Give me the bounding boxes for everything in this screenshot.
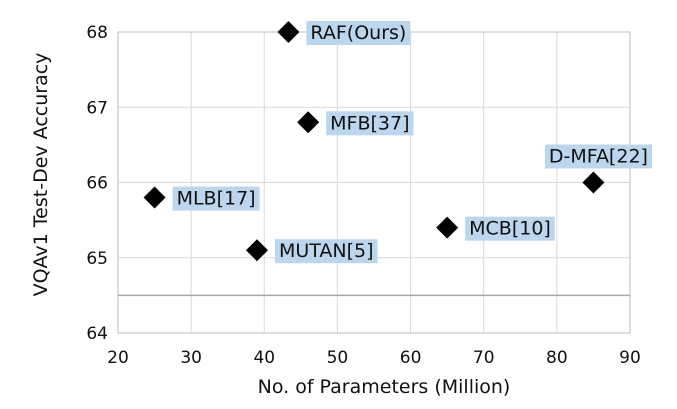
data-label-background — [465, 216, 555, 241]
y-tick-label: 66 — [86, 174, 108, 194]
data-point: D-MFA[22] — [544, 144, 652, 194]
data-label-background — [172, 186, 260, 211]
data-point: MCB[10] — [436, 216, 555, 241]
data-label: D-MFA[22] — [549, 146, 648, 168]
diamond-marker — [297, 111, 320, 134]
grid — [117, 31, 631, 334]
x-tick-label: 90 — [619, 348, 641, 368]
data-points: RAF(Ours) MFB[37] D-MFA[22] MLB[17] MCB[10] M… — [143, 21, 652, 264]
data-label: MUTAN[5] — [279, 240, 374, 262]
diamond-marker — [143, 186, 166, 209]
y-tick-label: 68 — [86, 23, 108, 43]
data-label: RAF(Ours) — [310, 22, 406, 44]
data-label: MCB[10] — [469, 218, 551, 240]
x-tick-label: 70 — [473, 348, 495, 368]
x-tick-label: 50 — [327, 348, 349, 368]
x-tick-label: 20 — [107, 348, 129, 368]
data-label-background — [544, 144, 652, 169]
data-label-background — [274, 239, 378, 264]
diamond-marker — [245, 239, 268, 262]
y-tick-label: 64 — [86, 324, 108, 344]
x-tick-label: 80 — [546, 348, 568, 368]
x-tick-label: 40 — [253, 348, 275, 368]
y-tick-label: 67 — [86, 98, 108, 118]
y-tick-label: 65 — [86, 249, 108, 269]
data-label: MFB[37] — [330, 112, 409, 134]
data-point: RAF(Ours) — [277, 21, 411, 45]
x-axis-label: No. of Parameters (Million) — [258, 376, 511, 398]
data-label: MLB[17] — [177, 188, 256, 210]
data-point: MLB[17] — [143, 186, 260, 211]
x-tick-label: 30 — [180, 348, 202, 368]
x-tick-label: 60 — [400, 348, 422, 368]
data-point: MUTAN[5] — [245, 239, 378, 264]
x-axis-ticks: 20 30 40 50 60 70 80 90 — [107, 348, 641, 368]
diamond-marker — [582, 171, 605, 194]
diamond-marker — [277, 21, 300, 43]
y-axis-ticks: 64 65 66 67 68 — [86, 23, 108, 344]
data-label-background — [326, 111, 414, 136]
y-axis-label: VQAv1 Test-Dev Accuracy — [30, 53, 52, 297]
data-point: MFB[37] — [297, 111, 414, 136]
diamond-marker — [436, 216, 459, 239]
data-label-background — [306, 21, 411, 45]
